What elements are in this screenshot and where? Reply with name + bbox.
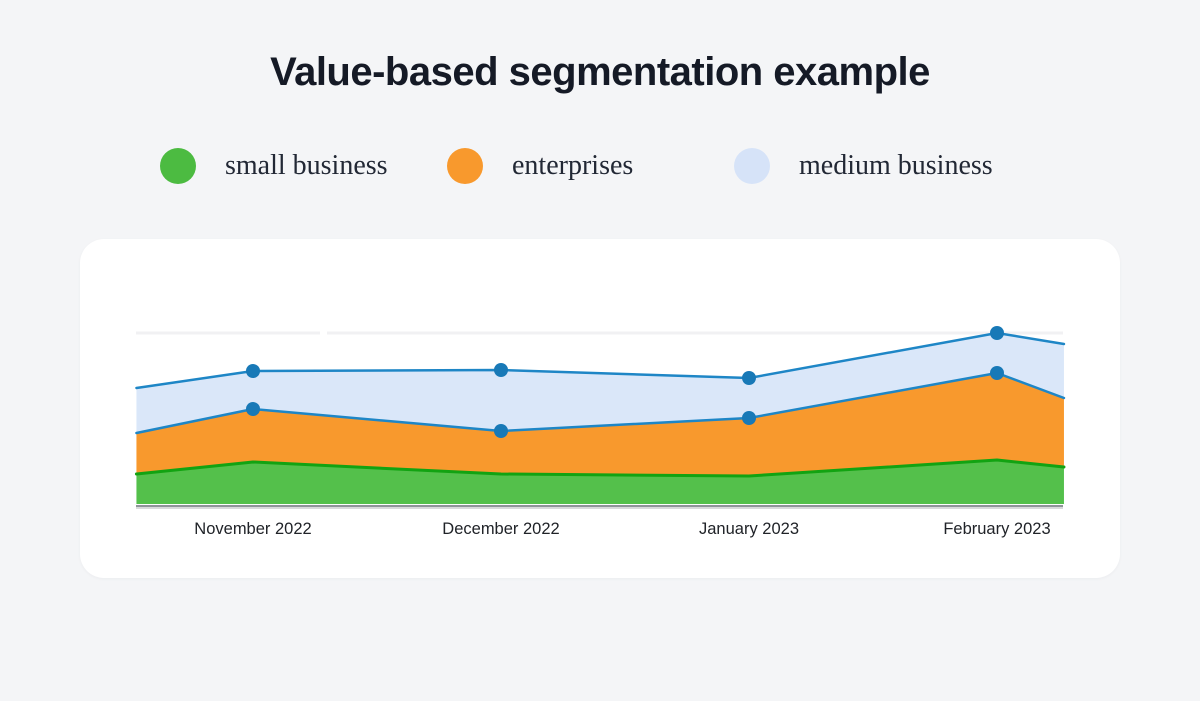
stacked-area-chart: November 2022 December 2022 January 2023 Fe… [134,326,1066,538]
enterprises-swatch-icon [447,148,483,184]
medium-business-swatch-icon [734,148,770,184]
data-point-medium-business [246,364,260,378]
legend: small business enterprises medium busine… [160,148,1200,184]
data-point-medium-business [494,363,508,377]
line-small-business [134,458,1066,478]
x-axis-label: December 2022 [442,520,559,538]
x-axis-label: November 2022 [194,520,311,538]
data-point-enterprises [494,424,508,438]
line-enterprises [135,371,1066,435]
chart-title: Value-based segmentation example [270,50,930,94]
data-point-enterprises [990,366,1004,380]
area-enterprises [136,373,1064,476]
legend-label-enterprises: enterprises [512,150,634,181]
small-business-swatch-icon [160,148,196,184]
data-point-medium-business [990,326,1004,340]
legend-label-small-business: small business [225,150,388,181]
legend-item-enterprises: enterprises [447,148,734,184]
legend-label-medium-business: medium business [799,150,993,181]
legend-item-medium-business: medium business [734,148,993,184]
x-axis-label: February 2023 [943,520,1050,538]
area-medium-business [136,333,1064,433]
chart-card: November 2022 December 2022 January 2023 Fe… [80,239,1120,578]
legend-item-small-business: small business [160,148,447,184]
data-point-enterprises [246,402,260,416]
page: Value-based segmentation example small b… [0,50,1200,578]
line-medium-business [135,331,1066,390]
data-point-enterprises [742,411,756,425]
data-point-medium-business [742,371,756,385]
x-axis-label: January 2023 [699,520,799,538]
